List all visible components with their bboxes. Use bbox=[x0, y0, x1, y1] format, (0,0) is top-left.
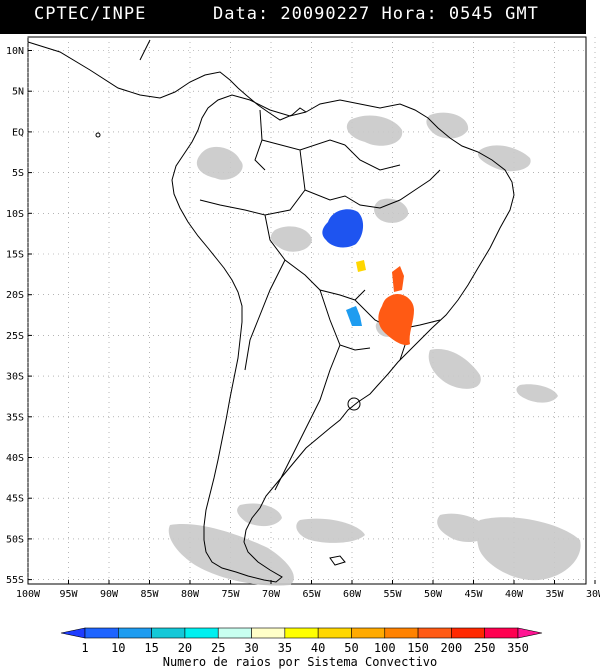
lon-label: 80W bbox=[181, 589, 200, 600]
south-america-outline bbox=[171, 94, 515, 583]
legend-swatch bbox=[517, 627, 543, 639]
lat-label: 30S bbox=[6, 372, 24, 383]
galapagos-island bbox=[95, 132, 101, 138]
legend-caption: Numero de raios por Sistema Convectivo bbox=[162, 655, 438, 669]
cloud-patch bbox=[428, 349, 481, 389]
cloud-patch bbox=[477, 145, 531, 172]
lon-label: 90W bbox=[100, 589, 119, 600]
lon-label: 45W bbox=[464, 589, 483, 600]
lat-label: 15S bbox=[6, 250, 24, 261]
cloud-patch bbox=[296, 518, 365, 543]
legend-swatch bbox=[60, 627, 86, 639]
legend-value-label: 100 bbox=[374, 641, 396, 654]
lon-label: 40W bbox=[505, 589, 524, 600]
lightning-map: 10N5NEQ5S10S15S20S25S30S35S40S45S50S55S … bbox=[6, 36, 600, 600]
map-frame bbox=[27, 36, 587, 585]
legend-swatch bbox=[251, 627, 286, 639]
lat-label: 45S bbox=[6, 494, 24, 505]
cell-mato-grosso bbox=[322, 209, 364, 248]
legend-value-label: 350 bbox=[507, 641, 529, 654]
lon-label: 35W bbox=[545, 589, 564, 600]
lon-label: 60W bbox=[343, 589, 362, 600]
legend-value-label: 25 bbox=[211, 641, 225, 654]
island-outline bbox=[347, 397, 361, 411]
cloud-patch bbox=[426, 112, 469, 139]
legend-value-label: 20 bbox=[178, 641, 192, 654]
legend-swatch bbox=[317, 627, 352, 639]
cloud-patch bbox=[168, 524, 294, 586]
legend-swatch bbox=[351, 627, 386, 639]
lat-label: 55S bbox=[6, 575, 24, 586]
cloud-patch bbox=[516, 384, 558, 403]
legend-swatch bbox=[484, 627, 519, 639]
lat-label: EQ bbox=[12, 127, 24, 138]
lat-label: 25S bbox=[6, 331, 24, 342]
latitude-labels: 10N 5N EQ 5S 10S 15S 20S 25S 30S 35S 40S 45S 50S 55S bbox=[6, 46, 32, 586]
cloud-patch bbox=[196, 146, 243, 180]
lon-label: 85W bbox=[140, 589, 159, 600]
header-bar: CPTEC/INPE Data: 20090227 Hora: 0545 GMT bbox=[0, 0, 586, 34]
continent-outlines bbox=[27, 38, 515, 583]
cloud-patch bbox=[374, 198, 409, 223]
legend-swatch bbox=[417, 627, 452, 639]
lon-label: 70W bbox=[262, 589, 281, 600]
legend-value-label: 150 bbox=[407, 641, 429, 654]
cloud-cover-layer bbox=[168, 112, 581, 586]
cell-parana-west bbox=[346, 306, 362, 326]
lat-label: 5N bbox=[12, 87, 24, 98]
legend-value-label: 30 bbox=[244, 641, 258, 654]
cloud-patch bbox=[270, 226, 312, 252]
lon-label: 75W bbox=[221, 589, 240, 600]
lon-label: 100W bbox=[16, 589, 41, 600]
source-label: CPTEC/INPE bbox=[34, 4, 147, 24]
lat-label: 35S bbox=[6, 412, 24, 423]
lon-label: 55W bbox=[383, 589, 402, 600]
cloud-patch bbox=[237, 503, 282, 527]
lon-label: 95W bbox=[59, 589, 78, 600]
lat-label: 40S bbox=[6, 453, 24, 464]
cell-sao-paulo-north bbox=[392, 266, 404, 292]
lat-label: 5S bbox=[12, 168, 24, 179]
lon-label: 30W bbox=[586, 589, 600, 600]
legend-swatch bbox=[284, 627, 319, 639]
cell-sao-paulo bbox=[378, 293, 414, 346]
legend-swatch bbox=[217, 627, 252, 639]
legend-swatch bbox=[384, 627, 419, 639]
lat-label: 50S bbox=[6, 534, 24, 545]
lat-label: 10N bbox=[6, 46, 24, 57]
legend-value-label: 1 bbox=[81, 641, 88, 654]
legend-swatch bbox=[184, 627, 219, 639]
legend-swatch bbox=[151, 627, 186, 639]
lat-label: 10S bbox=[6, 209, 24, 220]
lightning-cells bbox=[322, 209, 414, 346]
longitude-labels: 100W 95W 90W 85W 80W 75W 70W 65W 60W 55W 50W 45W 40W… bbox=[16, 580, 600, 600]
lon-label: 65W bbox=[302, 589, 321, 600]
legend-value-label: 35 bbox=[278, 641, 292, 654]
lat-label: 20S bbox=[6, 290, 24, 301]
cloud-patch bbox=[346, 115, 403, 146]
legend-swatch bbox=[118, 627, 152, 639]
legend-swatch bbox=[451, 627, 485, 639]
datetime-label: Data: 20090227 Hora: 0545 GMT bbox=[213, 4, 539, 24]
color-legend: 1 10 15 20 25 30 35 40 50 100 150 200 250 350 bbox=[60, 627, 543, 654]
legend-swatch bbox=[84, 627, 119, 639]
legend-value-label: 250 bbox=[474, 641, 496, 654]
legend-value-label: 40 bbox=[311, 641, 325, 654]
legend-value-label: 15 bbox=[144, 641, 158, 654]
legend-value-label: 10 bbox=[111, 641, 125, 654]
lon-label: 50W bbox=[424, 589, 443, 600]
legend-value-label: 50 bbox=[344, 641, 358, 654]
falklands-outline bbox=[329, 555, 346, 566]
legend-value-label: 200 bbox=[441, 641, 463, 654]
cloud-patch bbox=[476, 517, 581, 581]
central-america-outline bbox=[27, 38, 307, 121]
cell-goias-small bbox=[356, 260, 366, 272]
